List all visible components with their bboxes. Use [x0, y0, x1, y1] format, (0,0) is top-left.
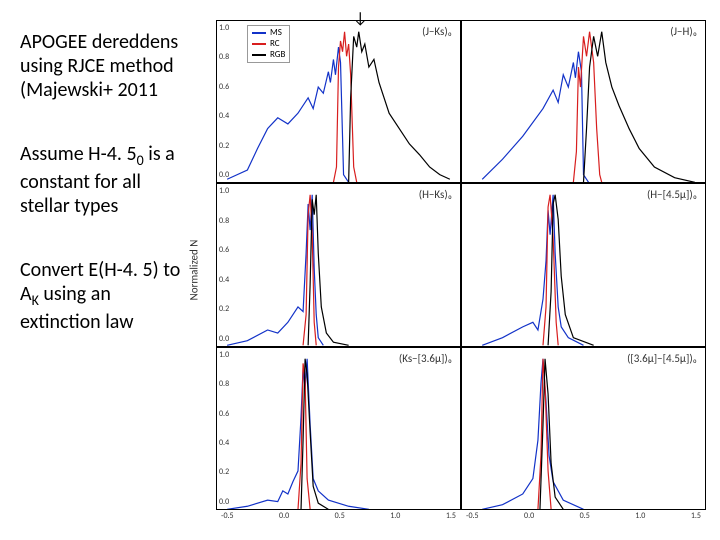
x-ticks: -0.50.00.51.01.5	[217, 511, 460, 521]
chart-panel: (H−Ks)₀ 1.00.80.60.40.20.0	[216, 183, 461, 346]
panel-title: ([3.6μ]−[4.5μ])₀	[625, 352, 699, 365]
legend: MSRCRGB	[247, 25, 290, 63]
panel-title: (H−Ks)₀	[417, 188, 454, 201]
subscript-k: K	[32, 292, 39, 309]
chart-panel: ([3.6μ]−[4.5μ])₀-0.50.00.51.01.5	[461, 347, 706, 510]
y-ticks: 1.00.80.60.40.20.0	[219, 348, 229, 509]
subscript-0: 0	[137, 152, 144, 169]
text-column: APOGEE dereddens using RJCE method (Maje…	[0, 0, 200, 540]
chart-panel: (J−H)₀	[461, 20, 706, 183]
panel-title: (H−[4.5μ])₀	[645, 188, 699, 201]
x-ticks: -0.50.00.51.01.5	[462, 511, 705, 521]
chart-grid: (J−Ks)₀MSRCRGB↓1.00.80.60.40.20.0(J−H)₀(…	[216, 20, 706, 510]
para2-text-a: Assume H-4. 5	[20, 142, 137, 166]
chart-panel: (J−Ks)₀MSRCRGB↓1.00.80.60.40.20.0	[216, 20, 461, 183]
chart-panel: (H−[4.5μ])₀	[461, 183, 706, 346]
chart-column: Normalized N (J−Ks)₀MSRCRGB↓1.00.80.60.4…	[200, 0, 720, 540]
y-ticks: 1.00.80.60.40.20.0	[219, 21, 229, 182]
arrow-marker-icon: ↓	[353, 9, 367, 28]
panel-title: (Ks−[3.6μ])₀	[397, 352, 454, 365]
paragraph-2: Assume H-4. 50 is a constant for all ste…	[20, 142, 190, 218]
panel-title: (J−Ks)₀	[420, 25, 454, 38]
chart-panel: (Ks−[3.6μ])₀1.00.80.60.40.20.0-0.50.00.5…	[216, 347, 461, 510]
paragraph-3: Convert E(H-4. 5) to AK using an extinct…	[20, 258, 190, 334]
para1-text: APOGEE dereddens using RJCE method (Maje…	[20, 30, 178, 102]
paragraph-1: APOGEE dereddens using RJCE method (Maje…	[20, 30, 190, 102]
panel-title: (J−H)₀	[668, 25, 699, 38]
y-ticks: 1.00.80.60.40.20.0	[219, 184, 229, 345]
y-axis-label: Normalized N	[188, 240, 201, 301]
